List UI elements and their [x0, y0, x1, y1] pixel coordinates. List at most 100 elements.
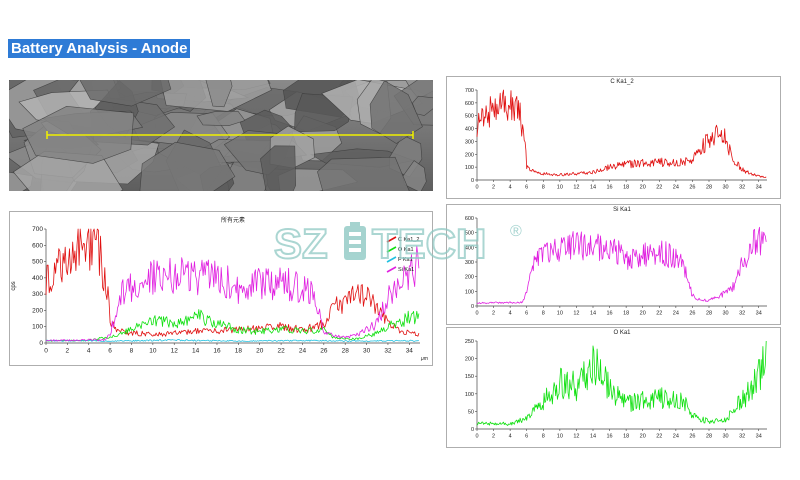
- x-tick-label: 22: [656, 311, 662, 317]
- x-tick-label: 8: [130, 348, 134, 355]
- chart-panel-si: Si Ka1 0 100 200 300 400 500 600 0 2 4 6 8 10 12 14 16 18…: [446, 204, 781, 325]
- chart-title: C Ka1_2: [610, 79, 634, 85]
- y-tick-label: 150: [465, 374, 474, 380]
- sem-particle: [196, 110, 246, 127]
- sem-particle: [412, 95, 433, 116]
- x-tick-label: 22: [277, 348, 285, 355]
- x-tick-label: 24: [299, 348, 307, 355]
- watermark-logo: SZ TECH ®: [273, 219, 522, 266]
- x-tick-label: 6: [525, 185, 528, 191]
- y-tick-label: 0: [471, 304, 474, 310]
- y-tick-label: 400: [465, 245, 474, 251]
- x-tick-label: 10: [557, 185, 563, 191]
- y-tick-label: 400: [32, 275, 43, 282]
- x-tick-label: 4: [509, 185, 512, 191]
- x-tick-label: 0: [475, 434, 478, 440]
- x-tick-label: 16: [213, 348, 221, 355]
- watermark-registered-mark: ®: [510, 223, 522, 240]
- x-tick-label: 6: [525, 434, 528, 440]
- y-tick-label: 500: [465, 231, 474, 237]
- x-tick-label: 10: [149, 348, 157, 355]
- x-tick-label: 2: [66, 348, 70, 355]
- x-tick-label: 22: [656, 185, 662, 191]
- x-tick-label: 24: [673, 185, 679, 191]
- y-tick-label: 200: [465, 357, 474, 363]
- y-axis-label: cps: [11, 281, 17, 290]
- y-tick-label: 600: [465, 216, 474, 222]
- x-tick-label: 34: [756, 311, 762, 317]
- x-tick-label: 0: [44, 348, 48, 355]
- x-tick-label: 16: [607, 311, 613, 317]
- y-tick-label: 100: [465, 289, 474, 295]
- x-axis-unit: μm: [420, 356, 428, 362]
- x-tick-label: 28: [706, 185, 712, 191]
- x-tick-label: 32: [384, 348, 392, 355]
- x-tick-label: 2: [492, 311, 495, 317]
- x-tick-label: 32: [739, 311, 745, 317]
- x-tick-label: 8: [542, 185, 545, 191]
- x-tick-label: 32: [739, 434, 745, 440]
- x-tick-label: 18: [235, 348, 243, 355]
- x-tick-label: 22: [656, 434, 662, 440]
- x-tick-label: 10: [557, 311, 563, 317]
- legend-label: F Ka1: [398, 257, 413, 263]
- x-tick-label: 30: [723, 185, 729, 191]
- x-tick-label: 8: [542, 311, 545, 317]
- y-tick-label: 200: [465, 152, 474, 158]
- x-tick-label: 14: [192, 348, 200, 355]
- y-tick-label: 50: [468, 409, 474, 415]
- x-tick-label: 34: [756, 434, 762, 440]
- sem-particle: [205, 80, 233, 108]
- series-line-f: [45, 339, 419, 342]
- x-tick-label: 20: [640, 311, 646, 317]
- x-tick-label: 6: [108, 348, 112, 355]
- sem-particle: [139, 141, 236, 191]
- watermark-text-left: SZ: [274, 220, 328, 266]
- y-tick-label: 100: [465, 165, 474, 171]
- y-tick-label: 700: [465, 88, 474, 94]
- y-tick-label: 700: [32, 226, 43, 233]
- series-line-c: [45, 228, 420, 337]
- sem-particle: [369, 80, 423, 144]
- x-tick-label: 28: [706, 311, 712, 317]
- x-tick-label: 6: [525, 311, 528, 317]
- x-tick-label: 12: [171, 348, 179, 355]
- chart-title: O Ka1: [613, 330, 631, 336]
- y-tick-label: 100: [32, 324, 43, 331]
- x-tick-label: 14: [590, 311, 596, 317]
- y-tick-label: 400: [465, 127, 474, 133]
- y-tick-label: 500: [465, 114, 474, 120]
- legend-swatch: [386, 256, 397, 263]
- x-tick-label: 4: [509, 311, 512, 317]
- x-tick-label: 20: [256, 348, 264, 355]
- x-tick-label: 16: [607, 434, 613, 440]
- y-tick-label: 0: [471, 427, 474, 433]
- sem-particle: [260, 145, 297, 191]
- y-tick-label: 300: [465, 139, 474, 145]
- x-tick-label: 18: [623, 311, 629, 317]
- y-tick-label: 250: [465, 339, 474, 345]
- series-line-o: [476, 340, 767, 426]
- legend-swatch: [386, 236, 397, 243]
- sem-micrograph: [9, 80, 433, 191]
- x-tick-label: 0: [475, 185, 478, 191]
- x-tick-label: 20: [640, 185, 646, 191]
- x-tick-label: 4: [87, 348, 91, 355]
- y-tick-label: 300: [32, 291, 43, 298]
- x-tick-label: 14: [590, 434, 596, 440]
- y-tick-label: 200: [465, 275, 474, 281]
- chart-panel-c: C Ka1_2 0 100 200 300 400 500 600 700 0 2 4 6 8 10 12 14…: [446, 76, 781, 199]
- x-tick-label: 26: [320, 348, 328, 355]
- series-line-o: [45, 309, 420, 342]
- y-tick-label: 500: [32, 259, 43, 266]
- sem-particle: [79, 80, 172, 107]
- page-title: Battery Analysis - Anode: [8, 39, 191, 58]
- x-tick-label: 24: [673, 311, 679, 317]
- x-tick-label: 12: [573, 434, 579, 440]
- legend-swatch: [386, 266, 397, 273]
- x-tick-label: 30: [723, 434, 729, 440]
- x-tick-label: 20: [640, 434, 646, 440]
- battery-icon: [344, 222, 366, 260]
- x-tick-label: 24: [673, 434, 679, 440]
